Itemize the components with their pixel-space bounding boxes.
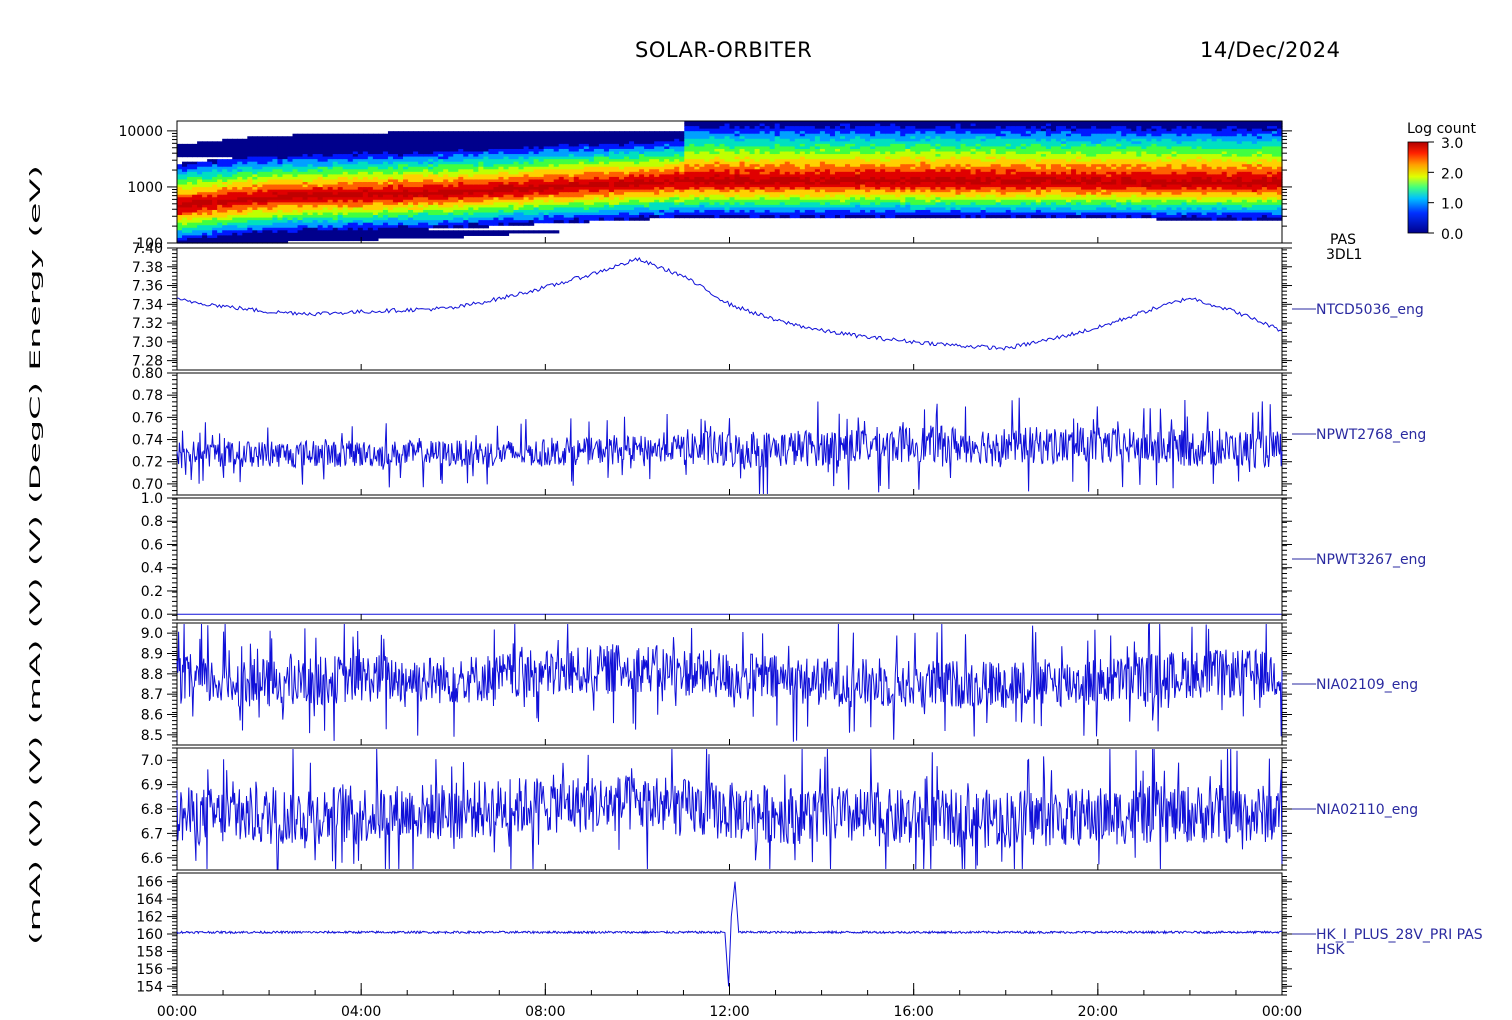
panel-label-6: HK_I_PLUS_28V_PRI PAS xyxy=(1316,927,1483,943)
ytick-label: 1.0 xyxy=(141,491,163,507)
ytick-label: 0.8 xyxy=(141,514,163,530)
panel-label-1: NTCD5036_eng xyxy=(1316,302,1424,318)
ytick-label: 6.6 xyxy=(141,851,163,867)
ytick-label: 156 xyxy=(136,962,163,978)
series-line-NPWT2768_eng xyxy=(176,397,1283,495)
panel-label-3: NPWT3267_eng xyxy=(1316,552,1426,568)
heatmap-ytick-label: 100 xyxy=(136,236,163,252)
ytick-label: 0.70 xyxy=(132,477,163,493)
ytick-label: 6.7 xyxy=(141,826,163,842)
xtick-label: 12:00 xyxy=(709,1004,749,1020)
xtick-label: 20:00 xyxy=(1078,1004,1118,1020)
colorbar-title: Log count xyxy=(1407,121,1476,137)
ytick-label: 7.32 xyxy=(132,316,163,332)
ytick-label: 0.74 xyxy=(132,433,163,449)
panel-label-pas: PAS xyxy=(1330,232,1356,248)
ytick-label: 162 xyxy=(136,910,163,926)
ytick-label: 0.72 xyxy=(132,455,163,471)
colorbar-tick-label: 0.0 xyxy=(1441,227,1463,243)
ytick-label: 7.38 xyxy=(132,260,163,276)
ytick-label: 7.34 xyxy=(132,297,163,313)
panel-frame-HK_I_PLUS_28V_PRI PAS HSK xyxy=(176,872,1283,996)
xtick-label: 08:00 xyxy=(525,1004,565,1020)
ytick-label: 7.28 xyxy=(132,354,163,370)
ytick-label: 0.6 xyxy=(141,537,163,553)
ytick-label: 0.4 xyxy=(141,561,163,577)
xtick-label: 00:00 xyxy=(157,1004,197,1020)
ytick-label: 7.30 xyxy=(132,335,163,351)
ytick-label: 7.40 xyxy=(132,241,163,257)
panel-label-2: NPWT2768_eng xyxy=(1316,427,1426,443)
ytick-label: 8.7 xyxy=(141,687,163,703)
ytick-label: 9.0 xyxy=(141,626,163,642)
colorbar xyxy=(1407,141,1429,234)
mission-title: SOLAR-ORBITER xyxy=(635,38,813,62)
series-line-NIA02109_eng xyxy=(176,623,1283,742)
panel-label-5: NIA02110_eng xyxy=(1316,802,1418,818)
ytick-label: 8.6 xyxy=(141,708,163,724)
panel-label-4: NIA02109_eng xyxy=(1316,677,1418,693)
series-line-NTCD5036_eng xyxy=(176,257,1283,351)
panel-label-6-b: HSK xyxy=(1316,942,1345,958)
panel-frame-NPWT3267_eng xyxy=(176,497,1283,621)
ytick-label: 0.78 xyxy=(132,388,163,404)
ytick-label: 6.8 xyxy=(141,802,163,818)
ytick-label: 0.80 xyxy=(132,366,163,382)
colorbar-tick-label: 3.0 xyxy=(1441,136,1463,152)
colorbar-tick-label: 1.0 xyxy=(1441,197,1463,213)
heatmap-cells xyxy=(177,121,1283,244)
ytick-label: 7.0 xyxy=(141,753,163,769)
ytick-label: 0.76 xyxy=(132,410,163,426)
panel-frame-NTCD5036_eng xyxy=(176,247,1283,371)
xtick-label: 04:00 xyxy=(341,1004,381,1020)
colorbar-tick-label: 2.0 xyxy=(1441,166,1463,182)
series-line-HK_I_PLUS_28V_PRI PAS HSK xyxy=(176,881,1283,987)
ytick-label: 0.2 xyxy=(141,584,163,600)
xtick-label: 00:00 xyxy=(1262,1004,1302,1020)
overlapping-y-axis-label: (mA) (V) (V) (mA) (V) (V) (DegC) Energy … xyxy=(28,165,44,945)
ytick-label: 8.8 xyxy=(141,667,163,683)
plot-date: 14/Dec/2024 xyxy=(1200,38,1341,62)
ytick-label: 160 xyxy=(136,927,163,943)
ytick-label: 6.9 xyxy=(141,778,163,794)
heatmap-ytick-label: 1000 xyxy=(127,180,163,196)
heatmap-ytick-label: 10000 xyxy=(118,124,163,140)
ytick-label: 8.9 xyxy=(141,647,163,663)
ytick-label: 154 xyxy=(136,979,163,995)
ytick-label: 158 xyxy=(136,944,163,960)
panel-label-3dl1: 3DL1 xyxy=(1326,247,1362,263)
ytick-label: 164 xyxy=(136,892,163,908)
ytick-label: 0.0 xyxy=(141,607,163,623)
ytick-label: 8.5 xyxy=(141,728,163,744)
ytick-label: 7.36 xyxy=(132,279,163,295)
series-line-NIA02110_eng xyxy=(176,748,1283,870)
ytick-label: 166 xyxy=(136,875,163,891)
xtick-label: 16:00 xyxy=(893,1004,933,1020)
